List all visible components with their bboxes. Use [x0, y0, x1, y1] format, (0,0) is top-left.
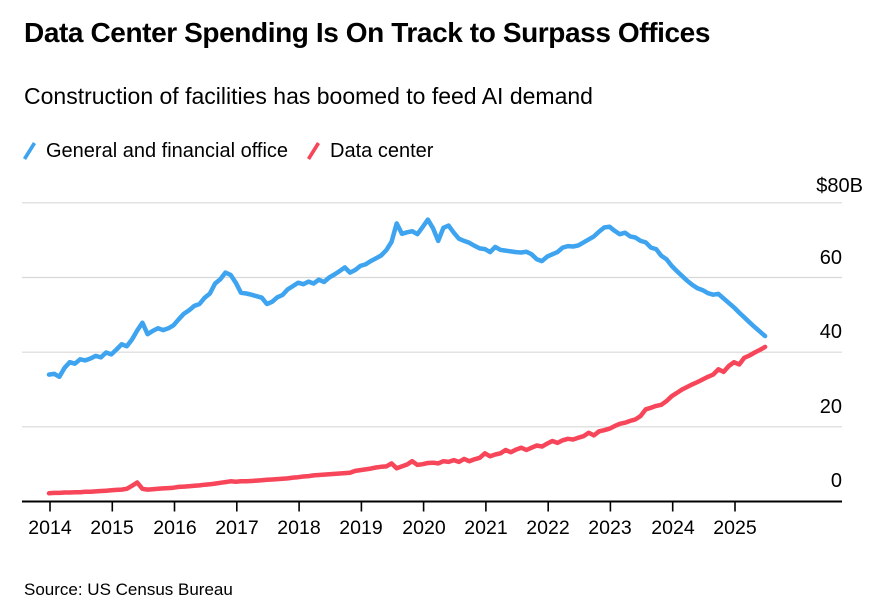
x-axis-label-2024: 2024 — [651, 517, 695, 539]
y-axis-label-0: 0 — [830, 470, 842, 492]
x-axis-label-2014: 2014 — [28, 517, 72, 539]
source-note: Source: US Census Bureau — [24, 580, 233, 599]
y-axis-label-80: $80B — [816, 175, 863, 197]
chart-title: Data Center Spending Is On Track to Surp… — [24, 17, 711, 48]
series-office-line — [46, 217, 768, 380]
x-axis-label-2021: 2021 — [464, 517, 508, 539]
x-axis-ticks — [49, 502, 736, 512]
x-axis-label-2025: 2025 — [713, 517, 757, 539]
x-axis-label-2020: 2020 — [402, 517, 446, 539]
y-axis-label-20: 20 — [819, 396, 842, 418]
y-axis-label-60: 60 — [819, 247, 842, 269]
x-axis-label-2016: 2016 — [153, 517, 197, 539]
x-axis-label-2017: 2017 — [215, 517, 259, 539]
legend-item-datacenter: Data center — [306, 139, 433, 163]
blue-slash-swatch-icon — [22, 142, 37, 160]
red-slash-swatch-icon — [306, 142, 321, 160]
x-axis-label-2023: 2023 — [588, 517, 632, 539]
x-axis-label-2019: 2019 — [339, 517, 383, 539]
y-axis-label-40: 40 — [819, 321, 842, 343]
x-axis-label-2015: 2015 — [90, 517, 134, 539]
legend-item-office: General and financial office — [22, 139, 288, 163]
legend-label-office: General and financial office — [46, 140, 289, 162]
legend: General and financial office Data center — [22, 139, 433, 163]
x-axis-label-2018: 2018 — [277, 517, 321, 539]
gridlines — [22, 202, 842, 428]
x-axis-label-2022: 2022 — [526, 517, 570, 539]
series-datacenter-line — [46, 344, 768, 496]
chart-subtitle: Construction of facilities has boomed to… — [24, 83, 593, 109]
legend-label-datacenter: Data center — [330, 140, 434, 162]
